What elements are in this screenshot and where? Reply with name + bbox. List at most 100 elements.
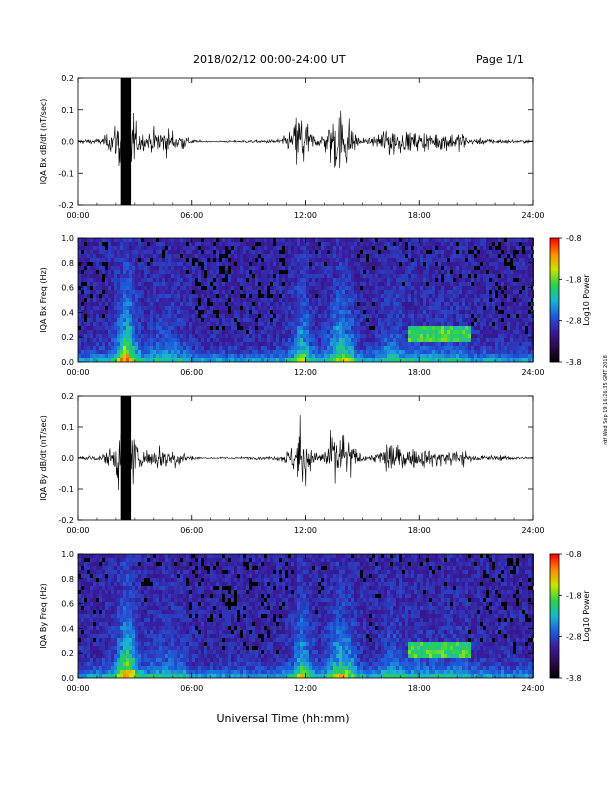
spectrogram-cell — [84, 618, 87, 622]
spectrogram-cell — [234, 314, 237, 318]
spectrogram-cell — [102, 306, 105, 310]
spectrogram-cell — [435, 266, 438, 270]
spectrogram-cell — [480, 330, 483, 334]
spectrogram-cell — [150, 354, 153, 358]
spectrogram-cell — [288, 306, 291, 310]
spectrogram-cell — [255, 274, 258, 278]
spectrogram-cell — [135, 250, 138, 254]
spectrogram-cell — [240, 270, 243, 274]
spectrogram-cell — [459, 250, 462, 254]
spectrogram-cell — [168, 298, 171, 302]
spectrogram-cell — [465, 250, 468, 254]
spectrogram-cell — [312, 354, 315, 358]
spectrogram-cell — [402, 262, 405, 266]
spectrogram-cell — [450, 330, 453, 334]
spectrogram-cell — [156, 246, 159, 250]
spectrogram-cell — [477, 258, 480, 262]
spectrogram-cell — [333, 290, 336, 294]
spectrogram-cell — [351, 238, 354, 242]
spectrogram-cell — [96, 338, 99, 342]
spectrogram-cell — [93, 614, 96, 618]
spectrogram-cell — [132, 326, 135, 330]
spectrogram-cell — [492, 290, 495, 294]
spectrogram-cell — [318, 294, 321, 298]
spectrogram-cell — [375, 254, 378, 258]
spectrogram-cell — [126, 238, 129, 242]
spectrogram-cell — [360, 270, 363, 274]
spectrogram-cell — [270, 314, 273, 318]
spectrogram-cell — [156, 354, 159, 358]
spectrogram-cell — [93, 306, 96, 310]
spectrogram-cell — [360, 266, 363, 270]
spectrogram-cell — [276, 238, 279, 242]
spectrogram-cell — [450, 354, 453, 358]
spectrogram-cell — [432, 334, 435, 338]
spectrogram-cell — [195, 254, 198, 258]
spectrogram-cell — [153, 322, 156, 326]
spectrogram-cell — [111, 338, 114, 342]
spectrogram-cell — [93, 290, 96, 294]
spectrogram-cell — [81, 654, 84, 658]
spectrogram-cell — [408, 322, 411, 326]
spectrogram-cell — [348, 334, 351, 338]
spectrogram-cell — [282, 326, 285, 330]
spectrogram-cell — [426, 242, 429, 246]
spectrogram-cell — [429, 294, 432, 298]
spectrogram-cell — [285, 326, 288, 330]
spectrogram-cell — [474, 306, 477, 310]
spectrogram-cell — [378, 314, 381, 318]
spectrogram-cell — [126, 282, 129, 286]
spectrogram-cell — [234, 250, 237, 254]
spectrogram-cell — [492, 306, 495, 310]
spectrogram-cell — [531, 350, 534, 354]
spectrogram-cell — [357, 290, 360, 294]
spectrogram-cell — [117, 282, 120, 286]
colorbar-stripe — [550, 245, 559, 247]
spectrogram-cell — [165, 330, 168, 334]
spectrogram-cell — [468, 326, 471, 330]
spectrogram-cell — [300, 346, 303, 350]
spectrogram-cell — [432, 286, 435, 290]
spectrogram-cell — [279, 326, 282, 330]
spectrogram-cell — [330, 358, 333, 362]
colorbar-stripe — [550, 322, 559, 324]
spectrogram-cell — [501, 330, 504, 334]
spectrogram-cell — [186, 322, 189, 326]
spectrogram-cell — [507, 338, 510, 342]
spectrogram-cell — [399, 314, 402, 318]
spectrogram-cell — [78, 306, 81, 310]
spectrogram-cell — [435, 286, 438, 290]
spectrogram-cell — [351, 258, 354, 262]
spectrogram-cell — [180, 266, 183, 270]
spectrogram-cell — [366, 266, 369, 270]
spectrogram-cell — [183, 346, 186, 350]
spectrogram-cell — [324, 246, 327, 250]
spectrogram-cell — [525, 278, 528, 282]
spectrogram-cell — [288, 250, 291, 254]
spectrogram-cell — [288, 302, 291, 306]
spectrogram-cell — [414, 314, 417, 318]
spectrogram-cell — [120, 326, 123, 330]
spectrogram-cell — [321, 342, 324, 346]
spectrogram-cell — [126, 278, 129, 282]
spectrogram-cell — [432, 294, 435, 298]
spectrogram-cell — [135, 322, 138, 326]
spectrogram-cell — [387, 306, 390, 310]
spectrogram-cell — [480, 238, 483, 242]
spectrogram-cell — [168, 238, 171, 242]
spectrogram-cell — [489, 238, 492, 242]
spectrogram-cell — [105, 322, 108, 326]
spectrogram-cell — [180, 326, 183, 330]
spectrogram-cell — [84, 250, 87, 254]
spectrogram-cell — [93, 274, 96, 278]
spectrogram-cell — [459, 338, 462, 342]
colorbar-stripe — [550, 331, 559, 333]
spectrogram-cell — [174, 250, 177, 254]
spectrogram-cell — [531, 342, 534, 346]
spectrogram-cell — [201, 354, 204, 358]
spectrogram-cell — [468, 290, 471, 294]
colorbar-stripe — [550, 321, 559, 323]
spectrogram-cell — [159, 262, 162, 266]
spectrogram-cell — [177, 270, 180, 274]
spectrogram-cell — [105, 250, 108, 254]
